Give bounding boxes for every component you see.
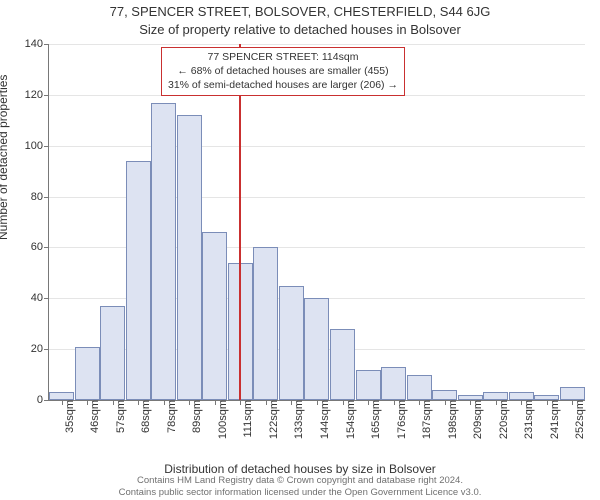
footer-line-1: Contains HM Land Registry data © Crown c… [0, 475, 600, 486]
x-tick-label: 100sqm [215, 400, 229, 439]
x-tick-label: 78sqm [164, 400, 178, 433]
histogram-bar [509, 392, 534, 400]
y-tick-label: 120 [25, 89, 49, 101]
y-tick-label: 140 [25, 38, 49, 50]
x-tick-label: 68sqm [138, 400, 152, 433]
histogram-bar [75, 347, 100, 400]
x-axis-label: Distribution of detached houses by size … [0, 462, 600, 476]
histogram-bar [253, 247, 278, 400]
x-tick-label: 35sqm [62, 400, 76, 433]
legend-line-3: 31% of semi-detached houses are larger (… [168, 78, 398, 92]
y-tick-label: 80 [31, 191, 49, 203]
histogram-bar [458, 395, 483, 400]
page-title: 77, SPENCER STREET, BOLSOVER, CHESTERFIE… [0, 4, 600, 19]
reference-line [239, 44, 241, 400]
x-tick-label: 209sqm [470, 400, 484, 439]
x-tick-label: 198sqm [445, 400, 459, 439]
x-tick-label: 122sqm [266, 400, 280, 439]
x-tick-label: 154sqm [343, 400, 357, 439]
y-tick-label: 100 [25, 140, 49, 152]
footer-attribution: Contains HM Land Registry data © Crown c… [0, 475, 600, 498]
chart-plot-area: 77 SPENCER STREET: 114sqm ← 68% of detac… [48, 44, 585, 401]
x-tick-label: 46sqm [87, 400, 101, 433]
y-tick-label: 0 [37, 394, 49, 406]
histogram-bar [279, 286, 304, 400]
x-tick-label: 144sqm [317, 400, 331, 439]
x-tick-label: 252sqm [572, 400, 586, 439]
x-tick-label: 89sqm [189, 400, 203, 433]
histogram-bar [432, 390, 457, 400]
histogram-bar [151, 103, 176, 401]
x-tick-label: 187sqm [419, 400, 433, 439]
y-tick-label: 60 [31, 241, 49, 253]
y-tick-label: 20 [31, 343, 49, 355]
y-axis-label: Number of detached properties [0, 75, 10, 240]
histogram-bar [202, 232, 227, 400]
chart-legend-box: 77 SPENCER STREET: 114sqm ← 68% of detac… [161, 47, 405, 96]
histogram-bar [381, 367, 406, 400]
histogram-bar [356, 370, 381, 401]
histogram-bar [407, 375, 432, 400]
histogram-bar [304, 298, 329, 400]
histogram-bar [177, 115, 202, 400]
x-tick-label: 241sqm [547, 400, 561, 439]
x-tick-label: 176sqm [394, 400, 408, 439]
histogram-bar [560, 387, 585, 400]
y-tick-label: 40 [31, 292, 49, 304]
chart-subtitle: Size of property relative to detached ho… [0, 22, 600, 37]
histogram-bar [100, 306, 125, 400]
x-tick-label: 220sqm [496, 400, 510, 439]
x-tick-label: 57sqm [113, 400, 127, 433]
histogram-bar [126, 161, 151, 400]
bars-layer [49, 44, 585, 400]
histogram-bar [483, 392, 508, 400]
histogram-bar [534, 395, 559, 400]
footer-line-2: Contains public sector information licen… [0, 487, 600, 498]
x-tick-label: 111sqm [240, 400, 254, 438]
histogram-bar [330, 329, 355, 400]
histogram-bar [49, 392, 74, 400]
x-tick-label: 165sqm [368, 400, 382, 439]
legend-line-1: 77 SPENCER STREET: 114sqm [168, 50, 398, 64]
x-tick-label: 231sqm [521, 400, 535, 439]
legend-line-2: ← 68% of detached houses are smaller (45… [168, 64, 398, 78]
x-tick-label: 133sqm [291, 400, 305, 439]
